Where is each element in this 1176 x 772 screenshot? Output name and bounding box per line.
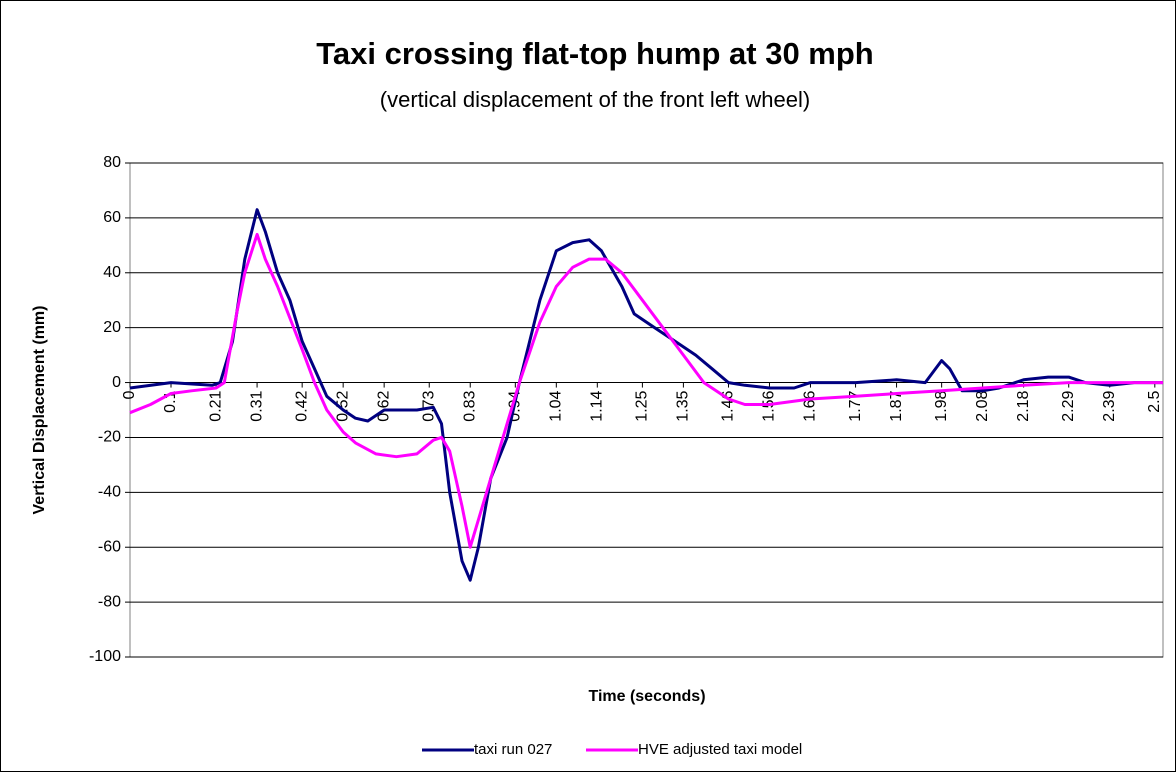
x-tick-label: 1.77 bbox=[847, 390, 864, 421]
x-tick-label: 1.04 bbox=[548, 390, 565, 421]
y-tick-label: 0 bbox=[112, 374, 121, 391]
x-tick-label: 0.21 bbox=[207, 390, 224, 421]
series-line bbox=[129, 208, 1163, 582]
x-tick-label: 2.5 bbox=[1146, 390, 1163, 412]
x-tick-label: 2.29 bbox=[1060, 390, 1077, 421]
y-tick-label: 40 bbox=[103, 264, 121, 281]
x-tick-label: 1.46 bbox=[720, 390, 737, 421]
series-line bbox=[129, 232, 1163, 549]
x-tick-label: 2.18 bbox=[1015, 390, 1032, 421]
chart-subtitle: (vertical displacement of the front left… bbox=[380, 87, 810, 112]
x-tick-label: 1.66 bbox=[802, 390, 819, 421]
y-axis-label: Vertical Displacement (mm) bbox=[31, 306, 48, 515]
x-tick-label: 0 bbox=[121, 390, 138, 399]
x-tick-label: 2.39 bbox=[1101, 390, 1118, 421]
x-tick-label: 1.87 bbox=[888, 390, 905, 421]
x-tick-label: 0.31 bbox=[248, 390, 265, 421]
y-tick-label: 20 bbox=[103, 319, 121, 336]
y-tick-label: 60 bbox=[103, 209, 121, 226]
y-tick-label: -100 bbox=[89, 648, 121, 665]
x-tick-label: 0.62 bbox=[375, 390, 392, 421]
y-tick-label: -40 bbox=[98, 484, 121, 501]
chart-title: Taxi crossing flat-top hump at 30 mph bbox=[316, 36, 874, 71]
legend-label: taxi run 027 bbox=[474, 741, 552, 758]
y-tick-label: -60 bbox=[98, 538, 121, 555]
x-tick-label: 1.98 bbox=[933, 390, 950, 421]
y-tick-label: 80 bbox=[103, 154, 121, 171]
y-tick-label: -20 bbox=[98, 429, 121, 446]
x-tick-label: 1.35 bbox=[675, 390, 692, 421]
x-tick-label: 1.56 bbox=[761, 390, 778, 421]
x-tick-label: 0.83 bbox=[461, 390, 478, 421]
x-axis-label: Time (seconds) bbox=[588, 688, 705, 705]
y-tick-label: -80 bbox=[98, 593, 121, 610]
x-tick-label: 0.73 bbox=[420, 390, 437, 421]
legend-label: HVE adjusted taxi model bbox=[638, 741, 802, 758]
plot-area bbox=[129, 162, 1164, 658]
x-tick-label: 1.25 bbox=[634, 390, 651, 421]
x-tick-label: 1.14 bbox=[589, 390, 606, 421]
x-tick-label: 0.42 bbox=[293, 390, 310, 421]
x-tick-label: 2.08 bbox=[974, 390, 991, 421]
